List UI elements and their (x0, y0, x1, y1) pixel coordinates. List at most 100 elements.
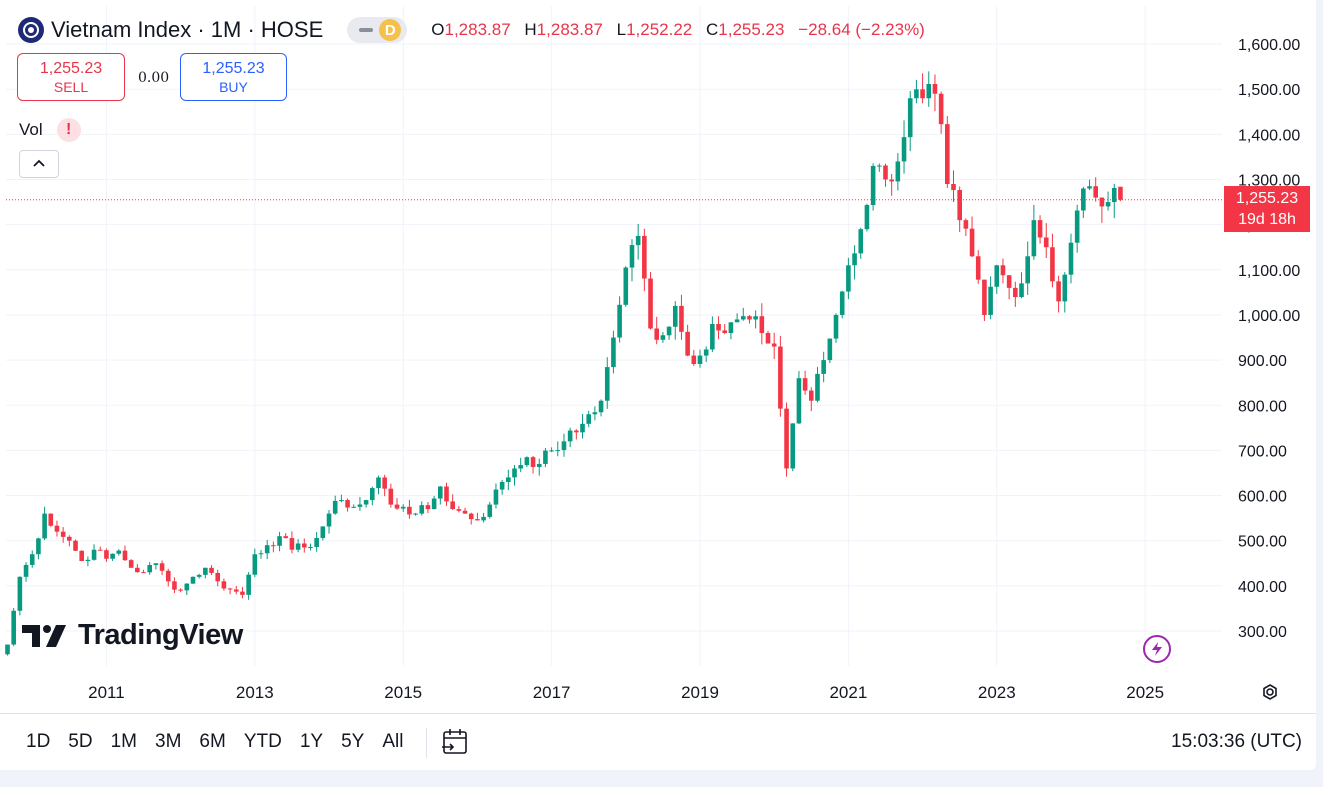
range-button-all[interactable]: All (382, 731, 404, 752)
candle[interactable] (320, 526, 326, 538)
candle[interactable] (771, 343, 777, 347)
candle[interactable] (209, 567, 214, 573)
candle[interactable] (240, 591, 245, 595)
candle[interactable] (1025, 256, 1030, 284)
candle[interactable] (901, 137, 907, 162)
candle[interactable] (654, 328, 660, 340)
range-button-1y[interactable]: 1Y (299, 731, 324, 752)
candle[interactable] (1006, 275, 1012, 288)
candle[interactable] (332, 500, 338, 514)
candle[interactable] (246, 574, 251, 595)
candle[interactable] (128, 560, 134, 568)
candle[interactable] (852, 253, 857, 266)
candle[interactable] (122, 550, 128, 561)
candle[interactable] (1111, 187, 1117, 203)
candle[interactable] (11, 610, 16, 645)
candle[interactable] (499, 482, 505, 490)
candle[interactable] (617, 304, 622, 338)
candle[interactable] (475, 519, 480, 521)
candle[interactable] (54, 525, 60, 532)
candle[interactable] (1074, 210, 1080, 243)
range-button-1m[interactable]: 1M (110, 731, 137, 752)
candle[interactable] (778, 346, 783, 409)
candle[interactable] (487, 504, 493, 517)
candle[interactable] (295, 543, 301, 550)
volume-legend[interactable]: Vol ! (19, 118, 81, 142)
candle[interactable] (36, 538, 41, 555)
candle[interactable] (178, 589, 183, 591)
candle[interactable] (1118, 186, 1123, 200)
range-button-5d[interactable]: 5D (68, 731, 93, 752)
candle[interactable] (425, 505, 431, 510)
candle[interactable] (1013, 287, 1018, 298)
candle[interactable] (407, 506, 412, 515)
range-button-3m[interactable]: 3M (155, 731, 182, 752)
candle[interactable] (468, 513, 474, 520)
candle[interactable] (524, 457, 530, 466)
tradingview-watermark[interactable]: TradingView (22, 619, 243, 652)
candle[interactable] (97, 549, 103, 551)
candle[interactable] (753, 316, 758, 320)
candle[interactable] (586, 414, 592, 424)
candle[interactable] (506, 477, 511, 483)
candle[interactable] (159, 563, 165, 571)
candle[interactable] (369, 488, 375, 501)
candle[interactable] (555, 450, 561, 452)
candle[interactable] (629, 245, 635, 268)
candle[interactable] (1056, 281, 1061, 302)
candle[interactable] (1087, 186, 1092, 189)
candle[interactable] (301, 543, 307, 548)
candle[interactable] (802, 378, 808, 391)
candle[interactable] (438, 486, 443, 499)
candle[interactable] (697, 355, 703, 365)
candle[interactable] (710, 323, 715, 350)
candle[interactable] (518, 465, 523, 469)
candle[interactable] (877, 165, 882, 167)
data-status-pill[interactable]: D (347, 17, 408, 43)
candle[interactable] (85, 559, 91, 562)
candle[interactable] (135, 567, 140, 573)
candle[interactable] (747, 316, 752, 320)
candle[interactable] (864, 205, 870, 230)
candle[interactable] (388, 488, 394, 505)
candle[interactable] (895, 161, 901, 182)
candle[interactable] (574, 430, 579, 433)
candle[interactable] (592, 412, 598, 415)
candle[interactable] (450, 501, 455, 510)
candle[interactable] (203, 567, 208, 575)
candle[interactable] (1031, 220, 1037, 257)
candle[interactable] (116, 550, 122, 554)
candle[interactable] (666, 326, 672, 336)
candle[interactable] (79, 550, 84, 562)
candle[interactable] (561, 441, 567, 451)
candle[interactable] (91, 549, 97, 560)
range-button-6m[interactable]: 6M (199, 731, 226, 752)
warning-icon[interactable]: ! (56, 118, 81, 142)
candle[interactable] (549, 450, 554, 452)
candle[interactable] (914, 89, 919, 99)
candle[interactable] (5, 644, 10, 655)
candle[interactable] (932, 83, 938, 94)
candle[interactable] (1037, 220, 1043, 238)
candle[interactable] (920, 89, 925, 99)
candle[interactable] (73, 540, 78, 551)
candle[interactable] (1105, 202, 1111, 207)
candle[interactable] (907, 98, 913, 138)
candle[interactable] (382, 477, 387, 489)
candle[interactable] (376, 477, 381, 489)
candle[interactable] (790, 423, 796, 469)
candle[interactable] (567, 430, 573, 442)
candle[interactable] (1093, 186, 1099, 198)
candle[interactable] (963, 220, 969, 229)
candle[interactable] (938, 93, 944, 125)
candle[interactable] (815, 373, 820, 401)
candle[interactable] (530, 457, 536, 467)
candle[interactable] (17, 576, 23, 611)
candle[interactable] (1019, 283, 1024, 298)
candle[interactable] (289, 538, 295, 550)
go-to-date-calendar-icon[interactable] (440, 727, 470, 757)
candle[interactable] (951, 184, 956, 191)
price-chart[interactable]: 300.00 400.00 500.00 600.00 700.00 800.00 900.… (0, 0, 1323, 713)
collapse-legend-button[interactable] (19, 150, 59, 178)
candle[interactable] (1043, 237, 1049, 248)
